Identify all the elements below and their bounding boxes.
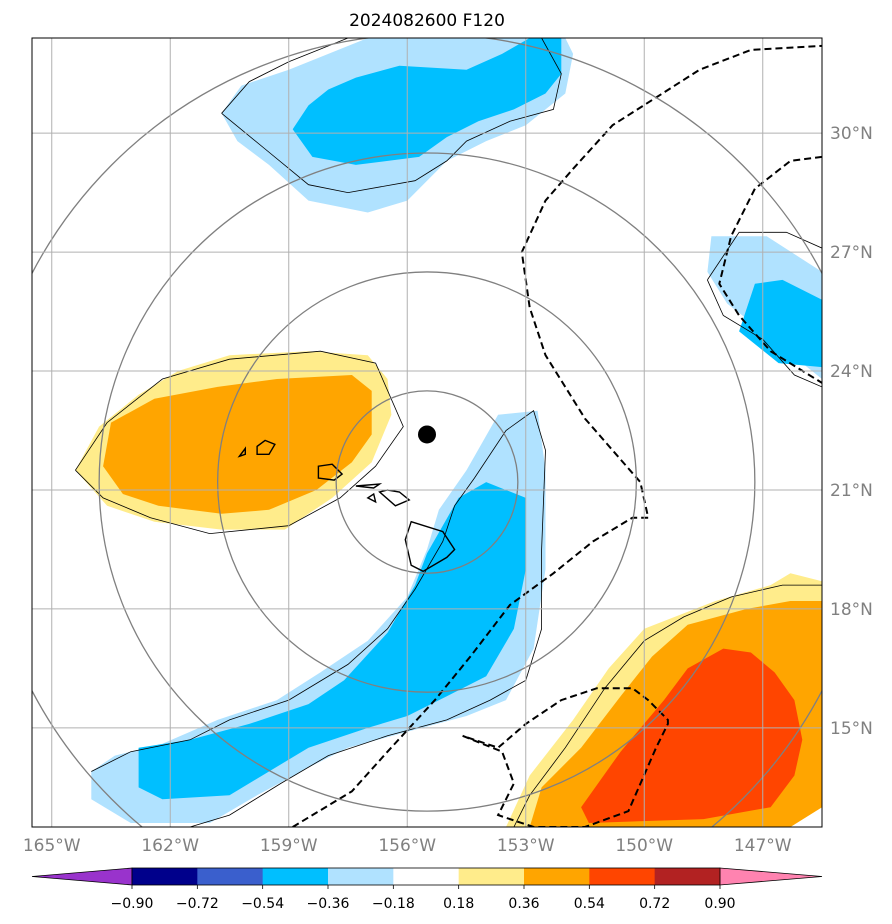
colorbar-tick-label: −0.36	[307, 896, 350, 912]
island-outline-1	[237, 446, 247, 458]
longitude-tick-labels: 165°W 162°W 159°W 156°W 153°W 150°W 147°W	[23, 836, 792, 856]
colorbar-segment-2	[262, 868, 329, 885]
island-outline-6	[404, 520, 456, 573]
range-ring-0	[335, 390, 519, 574]
dashed-contour-1	[718, 155, 822, 384]
colorbar-segment-5	[458, 868, 525, 885]
range-ring-1	[216, 271, 638, 693]
dashed-contour-0	[292, 44, 822, 827]
island-outline-5	[366, 492, 377, 504]
range-ring-2	[98, 152, 756, 812]
lat-tick-label: 18°N	[830, 600, 873, 620]
map-plot-area	[32, 38, 822, 827]
colorbar-tick-labels: −0.90 −0.72 −0.54 −0.36 −0.18 0.18 0.36 0.54 0.7…	[111, 885, 736, 912]
colorbar-tick-label: −0.54	[241, 896, 284, 912]
lon-tick-label: 162°W	[141, 836, 199, 856]
lon-tick-label: 165°W	[23, 836, 81, 856]
solid-contour-2	[75, 350, 404, 535]
solid-contour-1	[221, 38, 562, 194]
lat-tick-label: 15°N	[830, 719, 873, 739]
field-1-polygon-2	[739, 279, 822, 368]
lon-tick-label: 150°W	[615, 836, 673, 856]
solid-contour-0	[221, 38, 349, 114]
colorbar-segment-6	[524, 868, 590, 885]
field-1-polygon-1	[138, 482, 526, 800]
colorbar-tick-label: −0.90	[111, 896, 154, 912]
colorbar-tick-label: 0.36	[508, 896, 539, 912]
island-outline-0	[256, 439, 276, 455]
plot-frame	[31, 37, 823, 828]
colorbar-segment-0	[132, 868, 198, 885]
lat-tick-label: 24°N	[830, 362, 873, 382]
storm-center-marker	[418, 425, 436, 444]
range-rings	[32, 38, 822, 827]
lat-tick-label: 21°N	[830, 481, 873, 501]
colorbar-segment-3	[328, 868, 394, 885]
colorbar-tick-label: 0.90	[704, 896, 735, 912]
field-0-polygon-1	[91, 410, 546, 823]
gridlines	[32, 38, 822, 827]
colorbar-segment-1	[197, 868, 264, 885]
lat-tick-label: 30°N	[830, 124, 873, 144]
lon-tick-label: 147°W	[734, 836, 792, 856]
island-outline-3	[355, 483, 383, 489]
colorbar-extend-low	[31, 867, 133, 886]
lon-tick-label: 153°W	[497, 836, 555, 856]
colorbar-segment-8	[654, 868, 721, 885]
field-4-polygon-0	[581, 648, 803, 823]
lat-tick-label: 27°N	[830, 243, 873, 263]
colorbar-frame	[131, 867, 721, 886]
colorbar	[31, 867, 823, 886]
solid-contour-3	[91, 410, 546, 827]
lon-tick-label: 159°W	[260, 836, 318, 856]
colorbar-segment-4	[393, 868, 460, 885]
colorbar-extend-high	[719, 867, 823, 886]
colorbar-tick-label: 0.18	[443, 896, 474, 912]
colorbar-tick-label: −0.72	[176, 896, 219, 912]
colorbar-tick-label: −0.18	[372, 896, 415, 912]
colorbar-tick-label: 0.72	[639, 896, 670, 912]
colorbar-tick-label: 0.54	[574, 896, 605, 912]
colorbar-segment-7	[589, 868, 656, 885]
latitude-tick-labels: 15°N 18°N 21°N 24°N 27°N 30°N	[830, 124, 873, 739]
dashed-contour-2	[462, 687, 669, 827]
chart-title: 2024082600 F120	[349, 11, 505, 31]
lon-tick-label: 156°W	[378, 836, 436, 856]
